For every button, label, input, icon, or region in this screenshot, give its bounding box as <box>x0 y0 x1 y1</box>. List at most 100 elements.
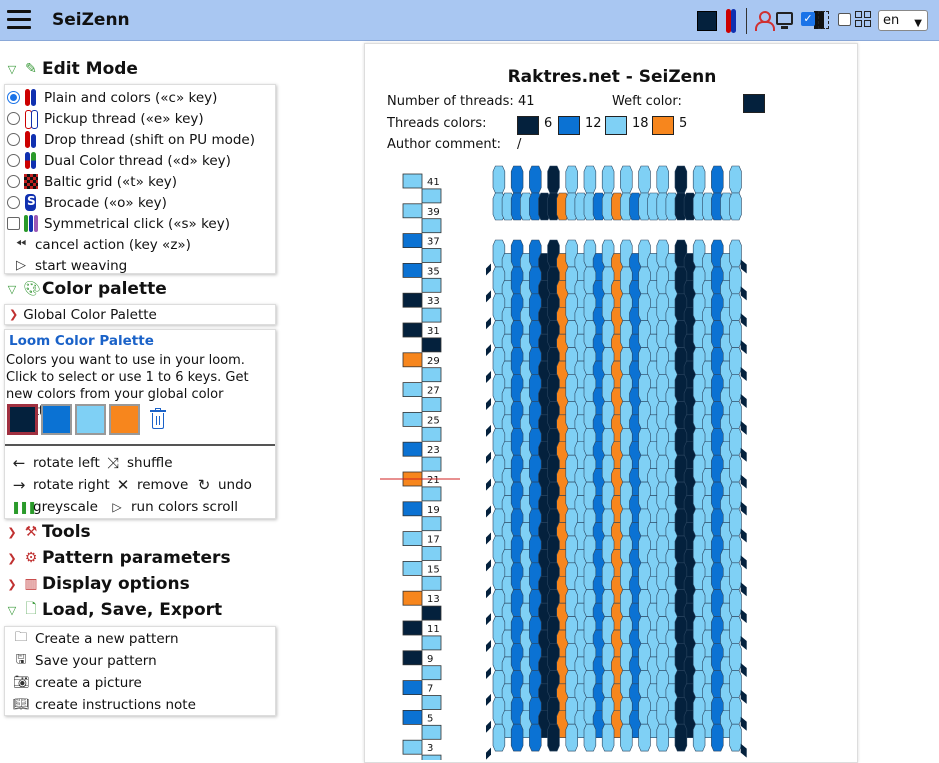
header-divider <box>746 8 747 34</box>
weft-edge <box>740 716 747 731</box>
weave-cell <box>729 239 742 268</box>
threading-cell <box>421 546 442 561</box>
weft-edge <box>486 640 491 653</box>
pencil-icon: ✎ <box>25 61 37 77</box>
section-display-options[interactable]: ❯ ▥ Display options <box>5 572 189 596</box>
threading-cell <box>402 382 423 398</box>
dashed-box-icon[interactable] <box>818 11 829 29</box>
close-icon: ✕ <box>116 476 130 494</box>
save-icon: 🖫︎ <box>15 651 27 667</box>
run-colors-scroll-button[interactable]: ▷ run colors scroll <box>109 497 238 517</box>
mode-brocade[interactable]: Brocade («o» key) <box>5 192 167 213</box>
section-title: Edit Mode <box>42 59 138 79</box>
weft-edge <box>740 447 747 462</box>
weave-cell <box>711 723 724 752</box>
weave-cell <box>583 165 597 194</box>
save-pattern[interactable]: 🖫︎ Save your pattern <box>5 650 156 671</box>
weft-edge <box>740 636 747 651</box>
shuffle-button[interactable]: ⤨ shuffle <box>105 453 173 473</box>
view-toggle-checkbox-empty[interactable] <box>838 13 851 26</box>
weft-edge <box>740 501 747 516</box>
mode-drop[interactable]: Drop thread (shift on PU mode) <box>5 129 255 150</box>
symmetrical-click[interactable]: Symmetrical click («s» key) <box>5 213 230 234</box>
weave-cell <box>729 401 742 429</box>
threading-cell <box>402 710 423 725</box>
threading-cell <box>402 262 423 278</box>
divider <box>5 444 275 446</box>
section-color-palette[interactable]: ▽ 🎨︎ Color palette <box>5 277 167 301</box>
start-weaving[interactable]: ▷ start weaving <box>5 255 127 276</box>
weft-edge <box>486 613 491 626</box>
weft-edge <box>486 344 491 357</box>
mode-plain[interactable]: Plain and colors («c» key) <box>5 87 217 108</box>
threading-cell <box>421 248 442 263</box>
remove-button[interactable]: ✕ remove <box>115 475 189 495</box>
undo-button[interactable]: ↻ undo <box>196 475 252 495</box>
weave-cell <box>547 165 560 194</box>
palette-color-4[interactable] <box>109 404 140 435</box>
palette-color-2[interactable] <box>41 404 72 435</box>
radio[interactable] <box>7 175 20 188</box>
weft-edge <box>486 559 491 572</box>
radio[interactable] <box>7 133 20 146</box>
global-color-palette[interactable]: ❯ Global Color Palette <box>4 304 276 325</box>
threading-cell <box>402 620 423 636</box>
create-new-pattern[interactable]: 🗀︎ Create a new pattern <box>5 628 178 649</box>
chevron-right-icon: ❯ <box>9 308 19 321</box>
weaving-canvas[interactable]: 41 39 37 35 33 31 29 27 25 23 21 19 17 15 13 11 9 7 5 3 <box>365 44 859 760</box>
monitor-icon[interactable] <box>776 12 793 29</box>
weave-cell <box>692 165 706 194</box>
chevron-down-icon: ▽ <box>7 282 17 296</box>
mode-dual[interactable]: Dual Color thread («d» key) <box>5 150 231 171</box>
contrast-icon[interactable] <box>814 11 824 29</box>
radio[interactable] <box>7 154 20 167</box>
weave-cell <box>729 165 742 194</box>
radio[interactable] <box>7 112 20 125</box>
create-picture[interactable]: 📷︎ create a picture <box>5 672 142 693</box>
section-pattern-parameters[interactable]: ❯ ⚙︎ Pattern parameters <box>5 546 230 570</box>
section-edit-mode[interactable]: ▽ ✎ Edit Mode <box>5 57 138 81</box>
radio-selected[interactable] <box>7 91 20 104</box>
palette-color-1[interactable] <box>7 404 38 435</box>
section-tools[interactable]: ❯ ⚒︎ Tools <box>5 520 90 544</box>
grid-view-icon[interactable] <box>855 11 873 29</box>
current-color-swatch[interactable] <box>697 11 717 31</box>
rotate-left-button[interactable]: ← rotate left <box>11 453 100 473</box>
mode-pickup[interactable]: Pickup thread («e» key) <box>5 108 204 129</box>
weft-edge <box>486 478 491 491</box>
weave-cell <box>583 723 597 752</box>
run-colors-scroll-label: run colors scroll <box>131 499 238 515</box>
greyscale-button[interactable]: ❚❚❚ greyscale <box>11 497 98 517</box>
start-label: start weaving <box>35 257 128 274</box>
thread-number-label: 29 <box>427 356 440 367</box>
menu-icon[interactable] <box>7 10 31 30</box>
weft-edge <box>486 424 491 437</box>
weave-cell <box>729 320 742 348</box>
thread-number-label: 15 <box>427 564 440 575</box>
cancel-action[interactable]: ⏪︎ cancel action (key «z») <box>5 234 191 255</box>
weave-cell <box>729 535 742 564</box>
create-instructions-note[interactable]: 📖︎ create instructions note <box>5 694 196 715</box>
rotate-right-button[interactable]: → rotate right <box>11 475 110 495</box>
weave-cell <box>656 165 669 194</box>
language-select[interactable]: en ▼ <box>878 10 928 31</box>
weave-cell <box>620 165 633 194</box>
dual-color-icon[interactable] <box>725 9 737 33</box>
symmetrical-checkbox[interactable] <box>7 217 20 230</box>
section-load-save-export[interactable]: ▽ 🗋︎ Load, Save, Export <box>5 598 222 622</box>
language-value: en <box>883 13 900 28</box>
weave-cell <box>492 165 506 194</box>
user-icon[interactable] <box>754 10 775 31</box>
radio[interactable] <box>7 196 20 209</box>
view-toggle-checkbox-checked[interactable]: ✓ <box>801 12 815 26</box>
plain-thread-icon <box>24 88 38 107</box>
mode-baltic[interactable]: Baltic grid («t» key) <box>5 171 177 192</box>
palette-color-3[interactable] <box>75 404 106 435</box>
threading-cell <box>421 426 442 442</box>
trash-icon[interactable] <box>149 408 167 430</box>
shuffle-icon: ⤨ <box>106 454 119 472</box>
thread-number-label: 7 <box>427 684 433 695</box>
mode-label: Brocade («o» key) <box>44 194 167 211</box>
weft-edge <box>740 555 747 570</box>
thread-number-label: 25 <box>427 415 440 426</box>
